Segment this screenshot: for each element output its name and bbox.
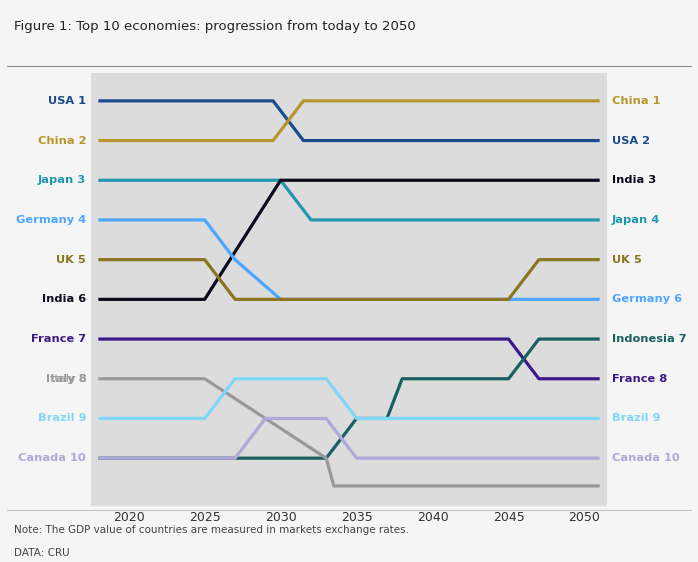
Text: Japan 4: Japan 4 (612, 215, 660, 225)
Text: India 3: India 3 (612, 175, 656, 185)
Text: Indonesia 7: Indonesia 7 (612, 334, 686, 344)
Text: Germany 6: Germany 6 (612, 294, 682, 305)
Text: Figure 1: Top 10 economies: progression from today to 2050: Figure 1: Top 10 economies: progression … (14, 20, 416, 33)
Text: UK 5: UK 5 (612, 255, 641, 265)
Text: Italy 8: Italy 8 (45, 374, 86, 384)
Text: Canada 10: Canada 10 (18, 453, 86, 463)
Text: Germany 4: Germany 4 (16, 215, 86, 225)
Text: Japan 3: Japan 3 (38, 175, 86, 185)
Text: India 6: India 6 (42, 294, 86, 305)
Text: France 8: France 8 (612, 374, 667, 384)
Text: Brazil 9: Brazil 9 (612, 414, 660, 423)
Text: DATA: CRU: DATA: CRU (14, 548, 70, 558)
Text: USA 2: USA 2 (612, 135, 650, 146)
Text: Italy 8: Italy 8 (50, 374, 86, 384)
Text: Brazil 9: Brazil 9 (38, 414, 86, 423)
Text: France 7: France 7 (31, 334, 86, 344)
Text: Canada 10: Canada 10 (612, 453, 680, 463)
Text: USA 1: USA 1 (48, 96, 86, 106)
Text: Note: The GDP value of countries are measured in markets exchange rates.: Note: The GDP value of countries are mea… (14, 525, 409, 536)
Text: China 1: China 1 (612, 96, 660, 106)
Text: UK 5: UK 5 (57, 255, 86, 265)
Text: China 2: China 2 (38, 135, 86, 146)
